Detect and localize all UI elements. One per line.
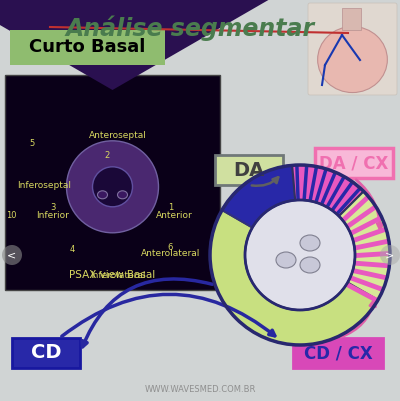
Text: DA: DA — [233, 160, 265, 180]
Ellipse shape — [98, 191, 108, 199]
Text: 10: 10 — [6, 211, 16, 219]
Ellipse shape — [118, 191, 128, 199]
Circle shape — [380, 245, 400, 265]
Ellipse shape — [276, 252, 296, 268]
Text: Inferior: Inferior — [36, 211, 69, 219]
Text: Anterolateral: Anterolateral — [141, 249, 200, 257]
Wedge shape — [210, 210, 378, 345]
Text: Anterior: Anterior — [156, 211, 193, 219]
Text: 5: 5 — [30, 138, 35, 148]
Text: >: > — [385, 250, 395, 260]
Text: Anteroseptal: Anteroseptal — [88, 130, 146, 140]
Text: CD: CD — [31, 344, 61, 363]
Text: Análise segmentar: Análise segmentar — [66, 15, 314, 41]
Text: CD / CX: CD / CX — [304, 344, 372, 362]
Bar — [5, 75, 220, 290]
Text: DA / CX: DA / CX — [319, 154, 389, 172]
Ellipse shape — [300, 257, 320, 273]
Ellipse shape — [300, 235, 320, 251]
Text: Inferoseptal: Inferoseptal — [18, 180, 72, 190]
Wedge shape — [66, 141, 158, 233]
FancyBboxPatch shape — [293, 338, 383, 368]
Text: 3: 3 — [50, 203, 55, 213]
Text: 4: 4 — [70, 245, 75, 255]
Wedge shape — [300, 191, 390, 300]
Wedge shape — [245, 200, 355, 310]
FancyBboxPatch shape — [308, 3, 397, 95]
FancyBboxPatch shape — [215, 155, 283, 185]
Text: 6: 6 — [168, 243, 173, 251]
Bar — [342, 8, 361, 30]
Text: Curto Basal: Curto Basal — [29, 38, 146, 57]
Wedge shape — [0, 0, 293, 90]
FancyBboxPatch shape — [12, 338, 80, 368]
Wedge shape — [92, 167, 132, 207]
Text: 2: 2 — [105, 150, 110, 160]
Text: PSAX view Basal: PSAX view Basal — [69, 270, 156, 280]
Circle shape — [2, 245, 22, 265]
FancyBboxPatch shape — [315, 148, 393, 178]
Wedge shape — [292, 165, 364, 255]
FancyBboxPatch shape — [10, 30, 165, 65]
Ellipse shape — [35, 34, 41, 40]
Text: 1: 1 — [168, 203, 173, 213]
Ellipse shape — [318, 26, 387, 93]
Wedge shape — [222, 165, 300, 255]
Wedge shape — [22, 17, 39, 28]
Text: Inferolateral: Inferolateral — [90, 271, 145, 279]
Text: <: < — [7, 250, 17, 260]
Text: WWW.WAVESMED.COM.BR: WWW.WAVESMED.COM.BR — [144, 385, 256, 395]
